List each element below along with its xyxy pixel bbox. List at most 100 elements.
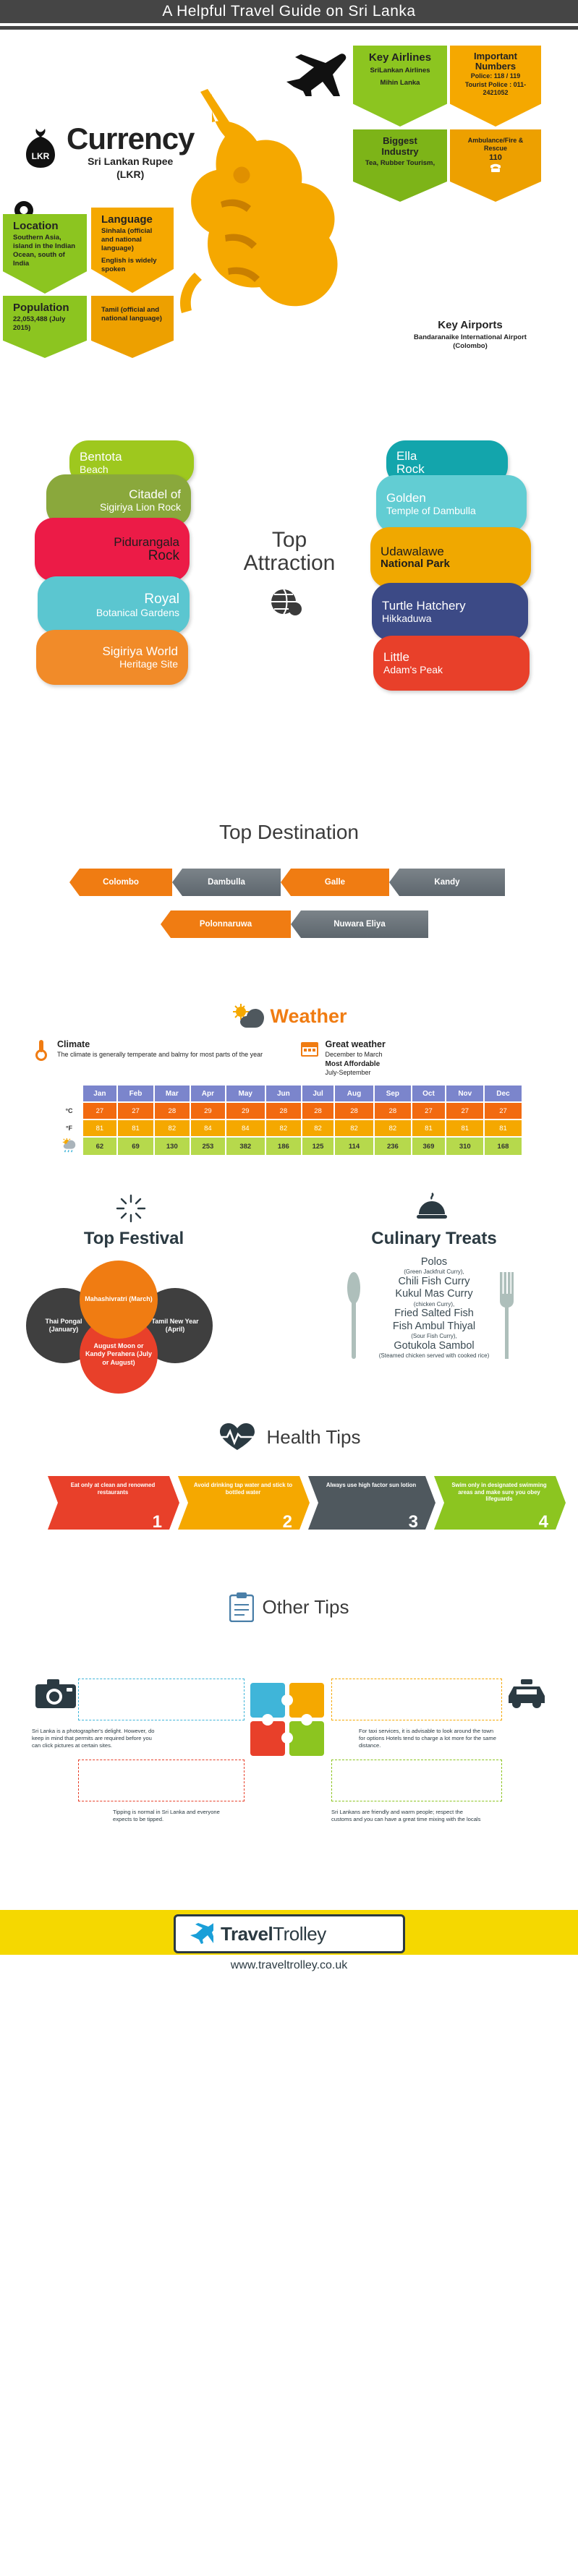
currency-block: Currency Sri Lankan Rupee (LKR): [67, 124, 195, 181]
attraction-card-subtitle: Hikkaduwa: [382, 612, 432, 624]
great-weather-line3: July-September: [325, 1068, 371, 1076]
great-weather-line1: December to March: [325, 1051, 383, 1058]
attraction-card-turtle-hatchery[interactable]: Turtle Hatchery Hikkaduwa: [372, 583, 528, 641]
destination-chip-polonnaruwa[interactable]: Polonnaruwa: [161, 910, 291, 938]
culinary-item-note: (chicken Curry),: [413, 1300, 455, 1308]
climate-title: Climate: [57, 1039, 90, 1049]
month-header: Nov: [446, 1086, 484, 1102]
health-tip-number: 3: [408, 1512, 418, 1532]
month-header: Jul: [302, 1086, 334, 1102]
destination-chip-galle[interactable]: Galle: [281, 869, 389, 896]
table-cell: 82: [335, 1120, 373, 1137]
festival-venn: Thai Pongal (January) Tamil New Year (Ap…: [22, 1256, 239, 1394]
health-tip-number: 2: [282, 1512, 292, 1532]
table-cell: 84: [226, 1120, 265, 1137]
taxi-icon: [509, 1679, 545, 1708]
destination-chip-kandy[interactable]: Kandy: [389, 869, 505, 896]
table-cell: 62: [82, 1138, 117, 1156]
destination-row-1: Colombo Dambulla Galle Kandy: [0, 869, 578, 897]
attraction-card-title: Pidurangala: [114, 534, 179, 549]
attraction-card-subtitle: Sigiriya Lion Rock: [99, 500, 181, 513]
table-cell: 114: [335, 1138, 373, 1156]
sun-cloud-icon: [233, 1004, 265, 1028]
table-cell: 253: [191, 1138, 225, 1156]
table-cell: 28: [265, 1103, 301, 1119]
culinary-item: Gotukola Sambol: [394, 1339, 475, 1352]
ambulance-card: Ambulance/Fire & Rescue 110: [450, 129, 541, 202]
globe-icon: [271, 589, 302, 615]
table-cell: 29: [226, 1103, 265, 1119]
other-tips-header: Other Tips: [0, 1570, 578, 1622]
table-cell: 81: [118, 1120, 153, 1137]
table-cell: 382: [226, 1138, 265, 1156]
page-title: A Helpful Travel Guide on Sri Lanka: [162, 3, 416, 20]
health-tip-1: Eat only at clean and renowned restauran…: [48, 1476, 179, 1530]
destination-chip-dambulla[interactable]: Dambulla: [172, 869, 281, 896]
tip-dash-box-2: [331, 1679, 502, 1720]
currency-sub2: (LKR): [116, 169, 145, 181]
month-header: Jan: [82, 1086, 117, 1102]
key-airlines-title: Key Airlines: [368, 51, 432, 64]
clipboard-icon: [229, 1592, 254, 1622]
population-card: Population 22,053,488 (July 2015): [3, 296, 87, 358]
table-cell: 27: [412, 1103, 446, 1119]
attraction-card-udawalawe-national-park[interactable]: Udawalawe National Park: [370, 527, 531, 588]
population-text: 22,053,488 (July 2015): [13, 315, 66, 332]
table-cell: 84: [191, 1120, 225, 1137]
health-tip-number: 1: [152, 1512, 162, 1532]
culinary-title: Culinary Treats: [371, 1229, 497, 1248]
heartbeat-icon: [218, 1423, 257, 1450]
weather-columns: Climate The climate is generally tempera…: [0, 1029, 578, 1077]
attraction-card-royal-botanical-gardens[interactable]: Royal Botanical Gardens: [38, 576, 190, 634]
table-cell: 29: [191, 1103, 225, 1119]
thermometer-icon: [35, 1040, 47, 1061]
attraction-card-little-adams-peak[interactable]: Little Adam's Peak: [373, 636, 530, 691]
website-url[interactable]: www.traveltrolley.co.uk: [230, 1959, 348, 1971]
key-airlines-text1: SriLankan Airlines: [370, 67, 430, 74]
airplane-icon: [286, 54, 347, 96]
key-airports-title: Key Airports: [438, 319, 503, 331]
attraction-card-title: Citadel of: [129, 487, 181, 502]
table-cell: 27: [485, 1103, 522, 1119]
biggest-industry-text: Tea, Rubber Tourism,: [365, 159, 435, 167]
brand-part1: Travel: [221, 1922, 273, 1945]
table-cell: 28: [302, 1103, 334, 1119]
page-header: A Helpful Travel Guide on Sri Lanka: [0, 0, 578, 26]
culinary-item: Fried Salted Fish: [394, 1308, 474, 1320]
biggest-industry-card: Biggest Industry Tea, Rubber Tourism,: [353, 129, 447, 202]
festival-circle-mahashivratri: Mahashivratri (March): [80, 1261, 158, 1339]
attraction-card-sigiriya-world-heritage[interactable]: Sigiriya World Heritage Site: [36, 630, 188, 685]
puzzle-icon: [250, 1683, 324, 1756]
top-destination-title: Top Destination: [0, 811, 578, 844]
table-cell: 82: [302, 1120, 334, 1137]
month-header: Oct: [412, 1086, 446, 1102]
health-tip-4: Swim only in designated swimming areas a…: [434, 1476, 566, 1530]
food-dome-icon: [417, 1193, 447, 1219]
table-cell: 82: [265, 1120, 301, 1137]
table-cell: 28: [335, 1103, 373, 1119]
attraction-card-golden-temple-dambulla[interactable]: Golden Temple of Dambulla: [376, 475, 527, 533]
top-attraction-title: Top Attraction: [217, 529, 362, 574]
brand-logo[interactable]: TravelTrolley: [174, 1914, 405, 1953]
table-cell: 82: [154, 1120, 190, 1137]
row-label: [56, 1138, 82, 1156]
language-text2: English is widely spoken: [101, 256, 157, 273]
table-cell: 168: [485, 1138, 522, 1156]
month-header: Sep: [374, 1086, 411, 1102]
money-bag-badge: LKR: [32, 151, 50, 161]
biggest-industry-title: Biggest Industry: [381, 135, 419, 157]
important-numbers-card: Important Numbers Police: 118 / 119 Tour…: [450, 46, 541, 127]
month-header: Apr: [191, 1086, 225, 1102]
destination-chip-nuwara-eliya[interactable]: Nuwara Eliya: [291, 910, 428, 938]
attraction-card-title: Royal: [144, 592, 179, 607]
attraction-card-subtitle: Botanical Gardens: [95, 606, 179, 618]
attraction-card-pidurangala-rock[interactable]: Pidurangala Rock: [35, 518, 190, 581]
health-tips-section: Health Tips Eat only at clean and renown…: [0, 1404, 578, 1570]
attraction-card-title: Golden: [386, 491, 426, 506]
row-label: °C: [56, 1103, 82, 1119]
other-tips-section: Other Tips Sri Lanka is a photographer': [0, 1570, 578, 1910]
destination-chip-colombo[interactable]: Colombo: [69, 869, 172, 896]
key-airports-text: Bandaranaike International Airport (Colo…: [414, 333, 527, 351]
firework-icon: [116, 1194, 146, 1223]
other-tip-text-1: Sri Lanka is a photographer's delight. H…: [32, 1728, 155, 1749]
